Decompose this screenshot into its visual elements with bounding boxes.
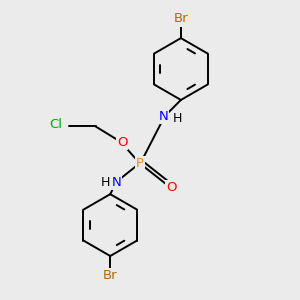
- Text: N: N: [111, 176, 121, 189]
- Text: N: N: [158, 110, 168, 123]
- Text: H: H: [172, 112, 182, 125]
- Text: Br: Br: [174, 13, 188, 26]
- Text: O: O: [117, 136, 127, 149]
- Text: Cl: Cl: [49, 118, 62, 130]
- Text: H: H: [100, 176, 110, 189]
- Text: P: P: [136, 157, 144, 170]
- Text: Br: Br: [103, 268, 118, 282]
- Text: O: O: [166, 181, 176, 194]
